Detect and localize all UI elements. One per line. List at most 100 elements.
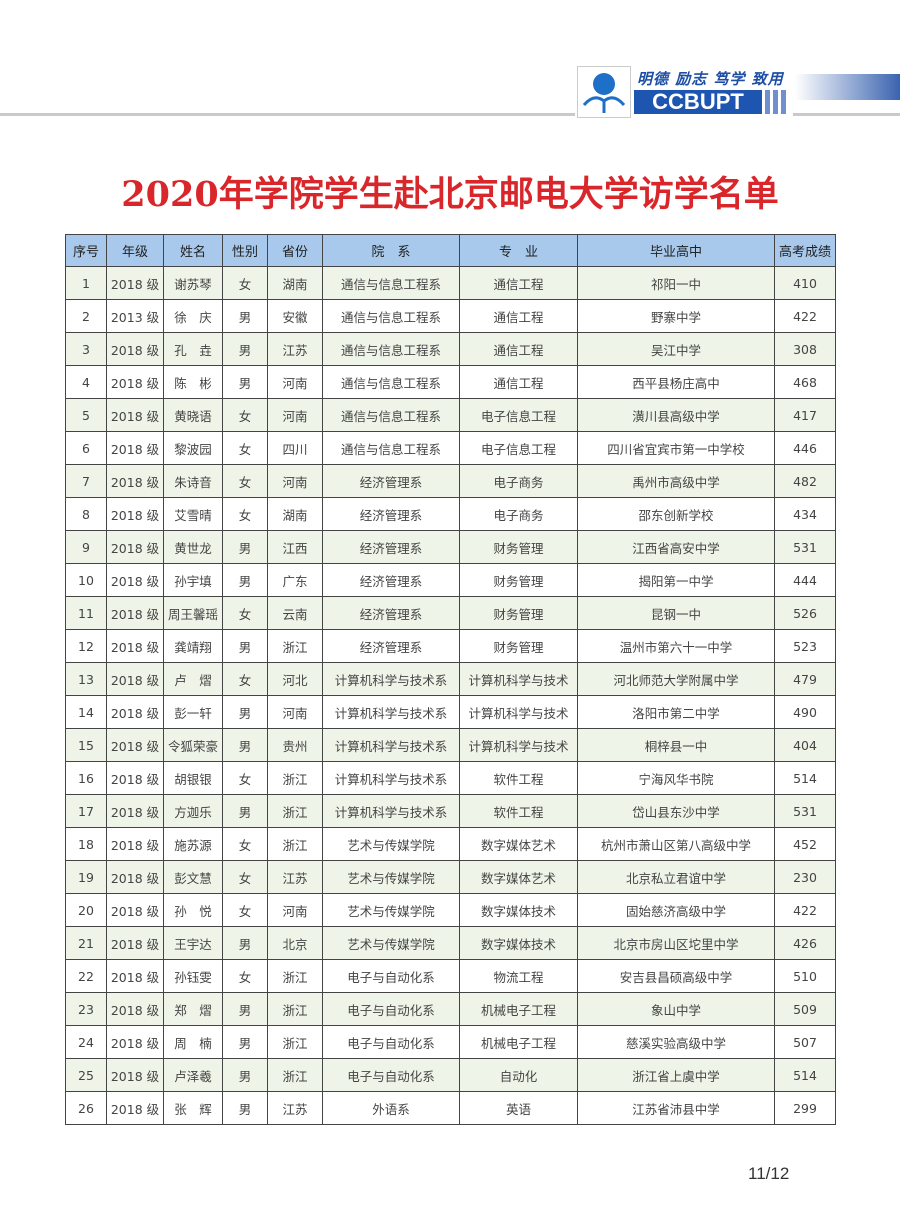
table-cell: 2018 级 xyxy=(106,893,164,927)
table-cell: 固始慈济高级中学 xyxy=(577,893,775,927)
table-cell: 2018 级 xyxy=(106,596,164,630)
table-cell: 卢 熠 xyxy=(163,662,223,696)
table-cell: 西平县杨庄高中 xyxy=(577,365,775,399)
table-cell: 河南 xyxy=(267,464,323,498)
column-header: 序号 xyxy=(65,234,107,267)
table-row: 1 2018 级谢苏琴女湖南 通信与信息工程系 通信工程 祁阳一中 410 xyxy=(65,266,836,300)
table-cell: 财务管理 xyxy=(459,596,578,630)
table-cell: 24 xyxy=(65,1025,107,1059)
brand-wordmark: CCBUPT xyxy=(634,90,762,114)
table-cell: 浙江 xyxy=(267,992,323,1026)
table-cell: 河南 xyxy=(267,398,323,432)
table-cell: 女 xyxy=(222,497,268,531)
table-cell: 计算机科学与技术系 xyxy=(322,794,460,828)
table-row: 17 2018 级方迦乐男浙江 计算机科学与技术系 软件工程 岱山县东沙中学 531 xyxy=(65,794,836,828)
table-cell: 孔 垚 xyxy=(163,332,223,366)
table-cell: 通信与信息工程系 xyxy=(322,431,460,465)
table-cell: 河南 xyxy=(267,365,323,399)
table-cell: 浙江 xyxy=(267,827,323,861)
table-cell: 电子与自动化系 xyxy=(322,1025,460,1059)
table-cell: 江苏省沛县中学 xyxy=(577,1091,775,1125)
page-number: 11/12 xyxy=(748,1164,790,1183)
table-cell: 电子商务 xyxy=(459,464,578,498)
table-cell: 浙江省上虞中学 xyxy=(577,1058,775,1092)
table-cell: 468 xyxy=(774,365,836,399)
table-cell: 2018 级 xyxy=(106,629,164,663)
table-cell: 7 xyxy=(65,464,107,498)
logo-emblem-icon xyxy=(577,66,631,118)
table-cell: 422 xyxy=(774,893,836,927)
table-row: 3 2018 级孔 垚男江苏 通信与信息工程系 通信工程 吴江中学 308 xyxy=(65,332,836,366)
table-row: 2 2013 级徐 庆男安徽 通信与信息工程系 通信工程 野寨中学 422 xyxy=(65,299,836,333)
table-cell: 黄世龙 xyxy=(163,530,223,564)
table-cell: 电子信息工程 xyxy=(459,431,578,465)
column-header: 省份 xyxy=(267,234,323,267)
table-cell: 2018 级 xyxy=(106,695,164,729)
table-cell: 2018 级 xyxy=(106,827,164,861)
table-cell: 2018 级 xyxy=(106,959,164,993)
table-cell: 孙钰雯 xyxy=(163,959,223,993)
table-cell: 417 xyxy=(774,398,836,432)
table-cell: 邵东创新学校 xyxy=(577,497,775,531)
table-cell: 26 xyxy=(65,1091,107,1125)
table-cell: 514 xyxy=(774,1058,836,1092)
table-cell: 男 xyxy=(222,695,268,729)
table-cell: 男 xyxy=(222,299,268,333)
table-cell: 490 xyxy=(774,695,836,729)
table-cell: 6 xyxy=(65,431,107,465)
table-cell: 女 xyxy=(222,398,268,432)
table-cell: 531 xyxy=(774,794,836,828)
table-cell: 艺术与传媒学院 xyxy=(322,893,460,927)
table-row: 19 2018 级彭文慧女江苏 艺术与传媒学院 数字媒体艺术 北京私立君谊中学 230 xyxy=(65,860,836,894)
table-cell: 周王馨瑶 xyxy=(163,596,223,630)
table-cell: 龚靖翔 xyxy=(163,629,223,663)
table-row: 5 2018 级黄晓语女河南 通信与信息工程系 电子信息工程 潢川县高级中学 417 xyxy=(65,398,836,432)
table-cell: 通信工程 xyxy=(459,299,578,333)
table-cell: 浙江 xyxy=(267,761,323,795)
table-cell: 湖南 xyxy=(267,266,323,300)
table-cell: 女 xyxy=(222,266,268,300)
table-cell: 通信与信息工程系 xyxy=(322,266,460,300)
table-cell: 云南 xyxy=(267,596,323,630)
column-header: 专 业 xyxy=(459,234,578,267)
table-cell: 江西省高安中学 xyxy=(577,530,775,564)
table-cell: 2018 级 xyxy=(106,728,164,762)
table-cell: 2018 级 xyxy=(106,530,164,564)
table-row: 16 2018 级胡银银女浙江 计算机科学与技术系 软件工程 宁海风华书院 514 xyxy=(65,761,836,795)
table-cell: 25 xyxy=(65,1058,107,1092)
table-cell: 经济管理系 xyxy=(322,629,460,663)
table-cell: 男 xyxy=(222,794,268,828)
table-cell: 2018 级 xyxy=(106,398,164,432)
table-cell: 男 xyxy=(222,1025,268,1059)
table-cell: 江苏 xyxy=(267,332,323,366)
table-cell: 机械电子工程 xyxy=(459,1025,578,1059)
table-cell: 浙江 xyxy=(267,794,323,828)
table-cell: 通信与信息工程系 xyxy=(322,398,460,432)
table-cell: 12 xyxy=(65,629,107,663)
table-cell: 河南 xyxy=(267,893,323,927)
column-header: 性别 xyxy=(222,234,268,267)
table-cell: 23 xyxy=(65,992,107,1026)
table-cell: 计算机科学与技术系 xyxy=(322,662,460,696)
table-cell: 彭一轩 xyxy=(163,695,223,729)
table-cell: 509 xyxy=(774,992,836,1026)
table-cell: 英语 xyxy=(459,1091,578,1125)
table-cell: 北京 xyxy=(267,926,323,960)
table-cell: 2018 级 xyxy=(106,860,164,894)
table-cell: 浙江 xyxy=(267,1058,323,1092)
table-cell: 18 xyxy=(65,827,107,861)
table-cell: 22 xyxy=(65,959,107,993)
table-cell: 岱山县东沙中学 xyxy=(577,794,775,828)
table-cell: 艺术与传媒学院 xyxy=(322,860,460,894)
table-cell: 河南 xyxy=(267,695,323,729)
table-cell: 308 xyxy=(774,332,836,366)
table-cell: 426 xyxy=(774,926,836,960)
table-cell: 王宇达 xyxy=(163,926,223,960)
table-cell: 507 xyxy=(774,1025,836,1059)
table-row: 25 2018 级卢泽羲男浙江 电子与自动化系 自动化 浙江省上虞中学 514 xyxy=(65,1058,836,1092)
table-cell: 531 xyxy=(774,530,836,564)
table-cell: 财务管理 xyxy=(459,563,578,597)
table-cell: 男 xyxy=(222,926,268,960)
table-cell: 男 xyxy=(222,563,268,597)
table-cell: 526 xyxy=(774,596,836,630)
